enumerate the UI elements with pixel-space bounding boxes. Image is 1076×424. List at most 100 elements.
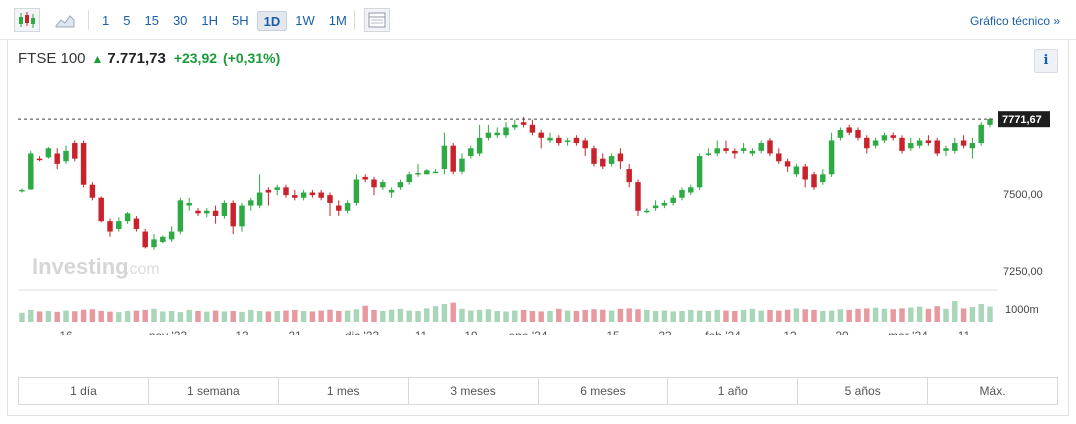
- x-axis-label: 11: [415, 329, 428, 335]
- interval-1d[interactable]: 1D: [256, 11, 288, 31]
- toolbar-divider: [88, 10, 89, 30]
- candle-body: [107, 221, 113, 232]
- candle-body: [72, 143, 78, 159]
- watermark-brand: Investing: [32, 254, 129, 279]
- interval-1[interactable]: 1: [102, 13, 110, 28]
- volume-bar: [916, 306, 923, 322]
- candle-body: [116, 221, 122, 229]
- candlestick-chart[interactable]: Investing .com 7771,67 7500,00 7250,00 1…: [8, 100, 1068, 335]
- x-axis-label: 16: [59, 329, 73, 335]
- range-1-month[interactable]: 1 mes: [279, 378, 409, 404]
- x-axis-label: dic '23: [345, 329, 380, 335]
- volume-bar: [318, 310, 324, 322]
- candlestick-icon[interactable]: [14, 8, 40, 32]
- volume-bar: [362, 305, 368, 322]
- volume-bar: [204, 311, 210, 322]
- candle-body: [468, 148, 474, 157]
- interval-1w[interactable]: 1W: [295, 13, 315, 28]
- last-price: 7.771,73: [107, 50, 166, 67]
- interval-1m[interactable]: 1M: [328, 13, 347, 28]
- volume-bar: [899, 308, 905, 322]
- interval-1h[interactable]: 1H: [201, 13, 219, 28]
- volume-bar: [908, 307, 914, 322]
- candle-body: [608, 156, 615, 164]
- volume-bar: [89, 309, 96, 322]
- range-max[interactable]: Máx.: [979, 384, 1006, 398]
- candle-body: [415, 172, 421, 175]
- volume-bar: [811, 309, 817, 322]
- volume-bar: [872, 307, 879, 322]
- interval-15[interactable]: 15: [144, 13, 159, 28]
- candle-body: [124, 213, 131, 222]
- volume-bar: [72, 311, 78, 322]
- calendar-table-icon[interactable]: [364, 8, 390, 32]
- range-1-day[interactable]: 1 día: [19, 378, 149, 404]
- volume-bar: [503, 311, 509, 322]
- volume-bar: [248, 309, 254, 322]
- volume-bar: [300, 311, 307, 322]
- candle-body: [98, 197, 104, 222]
- volume-bar: [19, 312, 25, 322]
- volume-bar: [846, 309, 852, 322]
- volume-bar: [441, 303, 448, 322]
- volume-bar: [987, 306, 993, 322]
- candle-body: [978, 124, 984, 144]
- candle-body: [336, 205, 342, 211]
- volume-bar: [600, 309, 606, 322]
- interval-5[interactable]: 5: [123, 13, 131, 28]
- volume-bar: [151, 308, 157, 322]
- candle-body: [248, 200, 254, 206]
- candle-body: [371, 179, 377, 188]
- volume-axis-label: 1000m: [1005, 304, 1039, 316]
- watermark-suffix: .com: [125, 261, 160, 278]
- candle-body: [969, 143, 976, 149]
- range-5-years[interactable]: 5 años: [798, 378, 929, 404]
- candle-body: [36, 158, 43, 161]
- range-1-year[interactable]: 1 año: [668, 378, 799, 404]
- volume-bar: [353, 309, 360, 322]
- candle-body: [362, 176, 368, 180]
- volume-bar: [617, 308, 624, 322]
- candle-body: [547, 137, 553, 141]
- volume-bar: [758, 310, 764, 322]
- candle-body: [397, 182, 404, 188]
- technical-chart-link[interactable]: Gráfico técnico »: [969, 14, 1060, 28]
- candle-body: [309, 192, 316, 196]
- candle-body: [538, 132, 544, 138]
- instrument-name: FTSE 100: [18, 50, 86, 67]
- candle-body: [160, 236, 166, 242]
- info-icon[interactable]: i: [1034, 49, 1058, 73]
- candle-body: [776, 153, 782, 162]
- x-axis-label: feb '24: [705, 329, 741, 335]
- interval-30[interactable]: 30: [172, 13, 188, 28]
- candle-body: [142, 231, 148, 248]
- candle-body: [318, 192, 324, 198]
- area-chart-icon[interactable]: [52, 8, 78, 32]
- volume-bar: [512, 310, 518, 322]
- volume-bar: [828, 310, 835, 322]
- volume-bar: [547, 311, 553, 322]
- volume-bar: [661, 310, 668, 322]
- range-3-months[interactable]: 3 meses: [409, 378, 539, 404]
- volume-bar: [274, 311, 280, 322]
- candle-body: [952, 143, 958, 151]
- volume-bar: [485, 309, 492, 322]
- candle-body: [617, 153, 624, 162]
- volume-bar: [881, 308, 888, 322]
- volume-bar: [688, 309, 694, 322]
- last-price-tag: [998, 111, 1050, 128]
- volume-bar: [943, 308, 949, 322]
- candle-body: [54, 153, 60, 164]
- candle-body: [784, 161, 791, 167]
- interval-5h[interactable]: 5H: [232, 13, 249, 28]
- candle-body: [80, 143, 87, 185]
- range-6-months[interactable]: 6 meses: [539, 378, 669, 404]
- volume-bar: [652, 311, 659, 322]
- range-1-week[interactable]: 1 semana: [149, 378, 279, 404]
- volume-bar: [124, 311, 131, 322]
- candle-body: [221, 202, 228, 216]
- volume-bar: [644, 309, 650, 322]
- volume-bar: [142, 309, 148, 322]
- volume-bar: [679, 311, 685, 322]
- volume-bar: [564, 310, 571, 322]
